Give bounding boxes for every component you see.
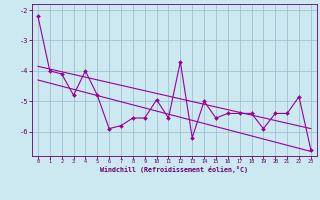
X-axis label: Windchill (Refroidissement éolien,°C): Windchill (Refroidissement éolien,°C): [100, 166, 248, 173]
